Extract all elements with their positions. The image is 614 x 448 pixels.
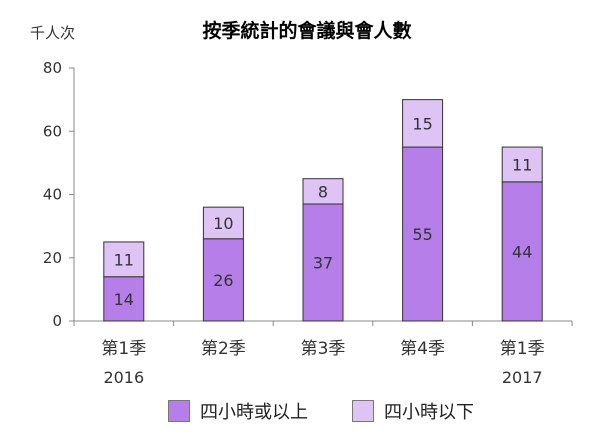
bar-segment: [103, 241, 145, 278]
x-tick-year-label: 2016: [103, 368, 144, 387]
bar-data-label: 26: [213, 271, 233, 290]
bar-segment: [501, 181, 543, 322]
x-tick-label: 第1季: [101, 339, 146, 359]
bar-data-label: 14: [114, 290, 134, 309]
x-tick-label: 第1季: [500, 339, 545, 359]
bar-data-label: 8: [318, 182, 328, 201]
bar-data-label: 55: [412, 225, 432, 244]
bar-segment: [302, 203, 344, 322]
bar-segment: [402, 99, 444, 148]
x-tick-year-label: 2017: [502, 368, 543, 387]
y-tick-label: 40: [43, 186, 62, 204]
legend-swatch-series-1: [168, 400, 190, 422]
x-tick-label: 第2季: [201, 339, 246, 359]
y-tick-label: 0: [52, 312, 62, 330]
legend-label-series-1: 四小時或以上: [200, 402, 308, 423]
legend-item-series-1: 四小時或以上: [168, 398, 308, 424]
bar-data-label: 11: [114, 250, 134, 269]
bar-segment: [402, 146, 444, 322]
y-axis-unit-label: 千人次: [30, 24, 76, 42]
bar-data-label: 44: [512, 242, 532, 261]
bar-segment: [302, 178, 344, 205]
bar-segment: [501, 146, 543, 183]
bar-segment: [202, 206, 244, 240]
chart-title: 按季統計的會議與會人數: [202, 20, 412, 42]
legend-swatch-series-2: [352, 400, 374, 422]
legend-label-series-2: 四小時以下: [384, 402, 474, 423]
y-tick-label: 60: [43, 122, 62, 140]
y-tick-label: 80: [43, 59, 62, 77]
y-tick-label: 20: [43, 249, 62, 267]
chart-legend: 四小時或以上 四小時以下: [168, 398, 518, 424]
bar-data-label: 15: [412, 114, 432, 133]
x-tick-label: 第3季: [301, 339, 346, 359]
legend-item-series-2: 四小時以下: [352, 398, 474, 424]
x-tick-label: 第4季: [400, 339, 445, 359]
bar-data-label: 37: [313, 253, 333, 272]
bar-data-label: 10: [213, 214, 233, 233]
bar-data-label: 11: [512, 155, 532, 174]
